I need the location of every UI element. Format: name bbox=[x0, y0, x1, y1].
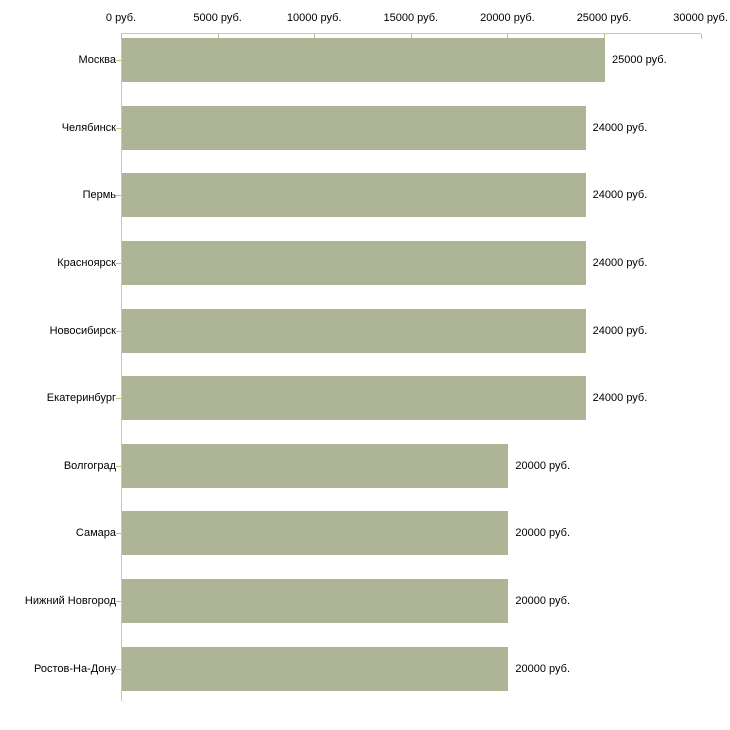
value-label: 24000 руб. bbox=[592, 324, 648, 337]
category-label: Красноярск bbox=[57, 257, 116, 269]
category-tick-mark bbox=[116, 398, 121, 400]
value-label: 24000 руб. bbox=[592, 392, 648, 405]
bar bbox=[122, 646, 509, 691]
category-tick-mark bbox=[116, 533, 121, 535]
bar bbox=[122, 308, 586, 353]
value-label: 24000 руб. bbox=[592, 121, 648, 134]
category-tick-mark bbox=[116, 195, 121, 197]
x-axis-tick-mark bbox=[410, 34, 412, 39]
bar bbox=[122, 511, 509, 556]
x-axis-tick-label: 25000 руб. bbox=[576, 12, 632, 24]
bar bbox=[122, 173, 586, 218]
category-label: Екатеринбург bbox=[46, 392, 116, 405]
bar bbox=[122, 241, 586, 285]
category-label: Нижний Новгород bbox=[24, 595, 116, 607]
category-tick-mark bbox=[116, 330, 121, 332]
category-label: Москва bbox=[78, 54, 116, 67]
value-label: 24000 руб. bbox=[592, 189, 648, 202]
bar bbox=[122, 579, 509, 623]
value-label: 24000 руб. bbox=[592, 257, 648, 269]
x-axis-tick-label: 20000 руб. bbox=[480, 12, 535, 24]
category-label: Пермь bbox=[82, 189, 116, 202]
y-axis-line bbox=[121, 33, 122, 701]
category-tick-mark bbox=[116, 668, 121, 670]
category-tick-mark bbox=[116, 263, 121, 264]
value-label: 20000 руб. bbox=[515, 459, 571, 472]
bar bbox=[122, 376, 586, 421]
category-tick-mark bbox=[116, 60, 121, 62]
bar bbox=[122, 105, 586, 150]
value-label: 20000 руб. bbox=[515, 595, 571, 607]
x-axis-tick-label: 10000 руб. bbox=[286, 12, 342, 24]
category-label: Новосибирск bbox=[49, 324, 116, 337]
category-label: Челябинск bbox=[61, 121, 116, 134]
value-label: 25000 руб. bbox=[612, 54, 667, 67]
value-label: 20000 руб. bbox=[515, 662, 571, 675]
x-axis-tick-label: 15000 руб. bbox=[383, 12, 439, 24]
value-label: 20000 руб. bbox=[515, 527, 571, 540]
x-axis-tick-mark bbox=[700, 34, 702, 39]
category-tick-mark bbox=[116, 465, 121, 467]
category-label: Самара bbox=[75, 527, 116, 540]
x-axis-line bbox=[121, 33, 701, 34]
category-tick-mark bbox=[116, 601, 121, 602]
bar bbox=[122, 443, 509, 488]
x-axis-tick-label: 30000 руб. bbox=[673, 12, 728, 24]
category-tick-mark bbox=[116, 127, 121, 129]
x-axis-tick-label: 5000 руб. bbox=[193, 12, 242, 24]
category-label: Волгоград bbox=[63, 459, 116, 472]
x-axis-tick-mark bbox=[604, 34, 605, 39]
x-axis-tick-mark bbox=[507, 34, 509, 39]
x-axis-tick-label: 0 руб. bbox=[105, 12, 137, 24]
category-label: Ростов-На-Дону bbox=[33, 662, 116, 675]
x-axis-tick-mark bbox=[217, 34, 219, 39]
x-axis-tick-mark bbox=[314, 34, 316, 39]
bar bbox=[122, 38, 605, 83]
x-axis-tick-mark bbox=[121, 34, 122, 39]
